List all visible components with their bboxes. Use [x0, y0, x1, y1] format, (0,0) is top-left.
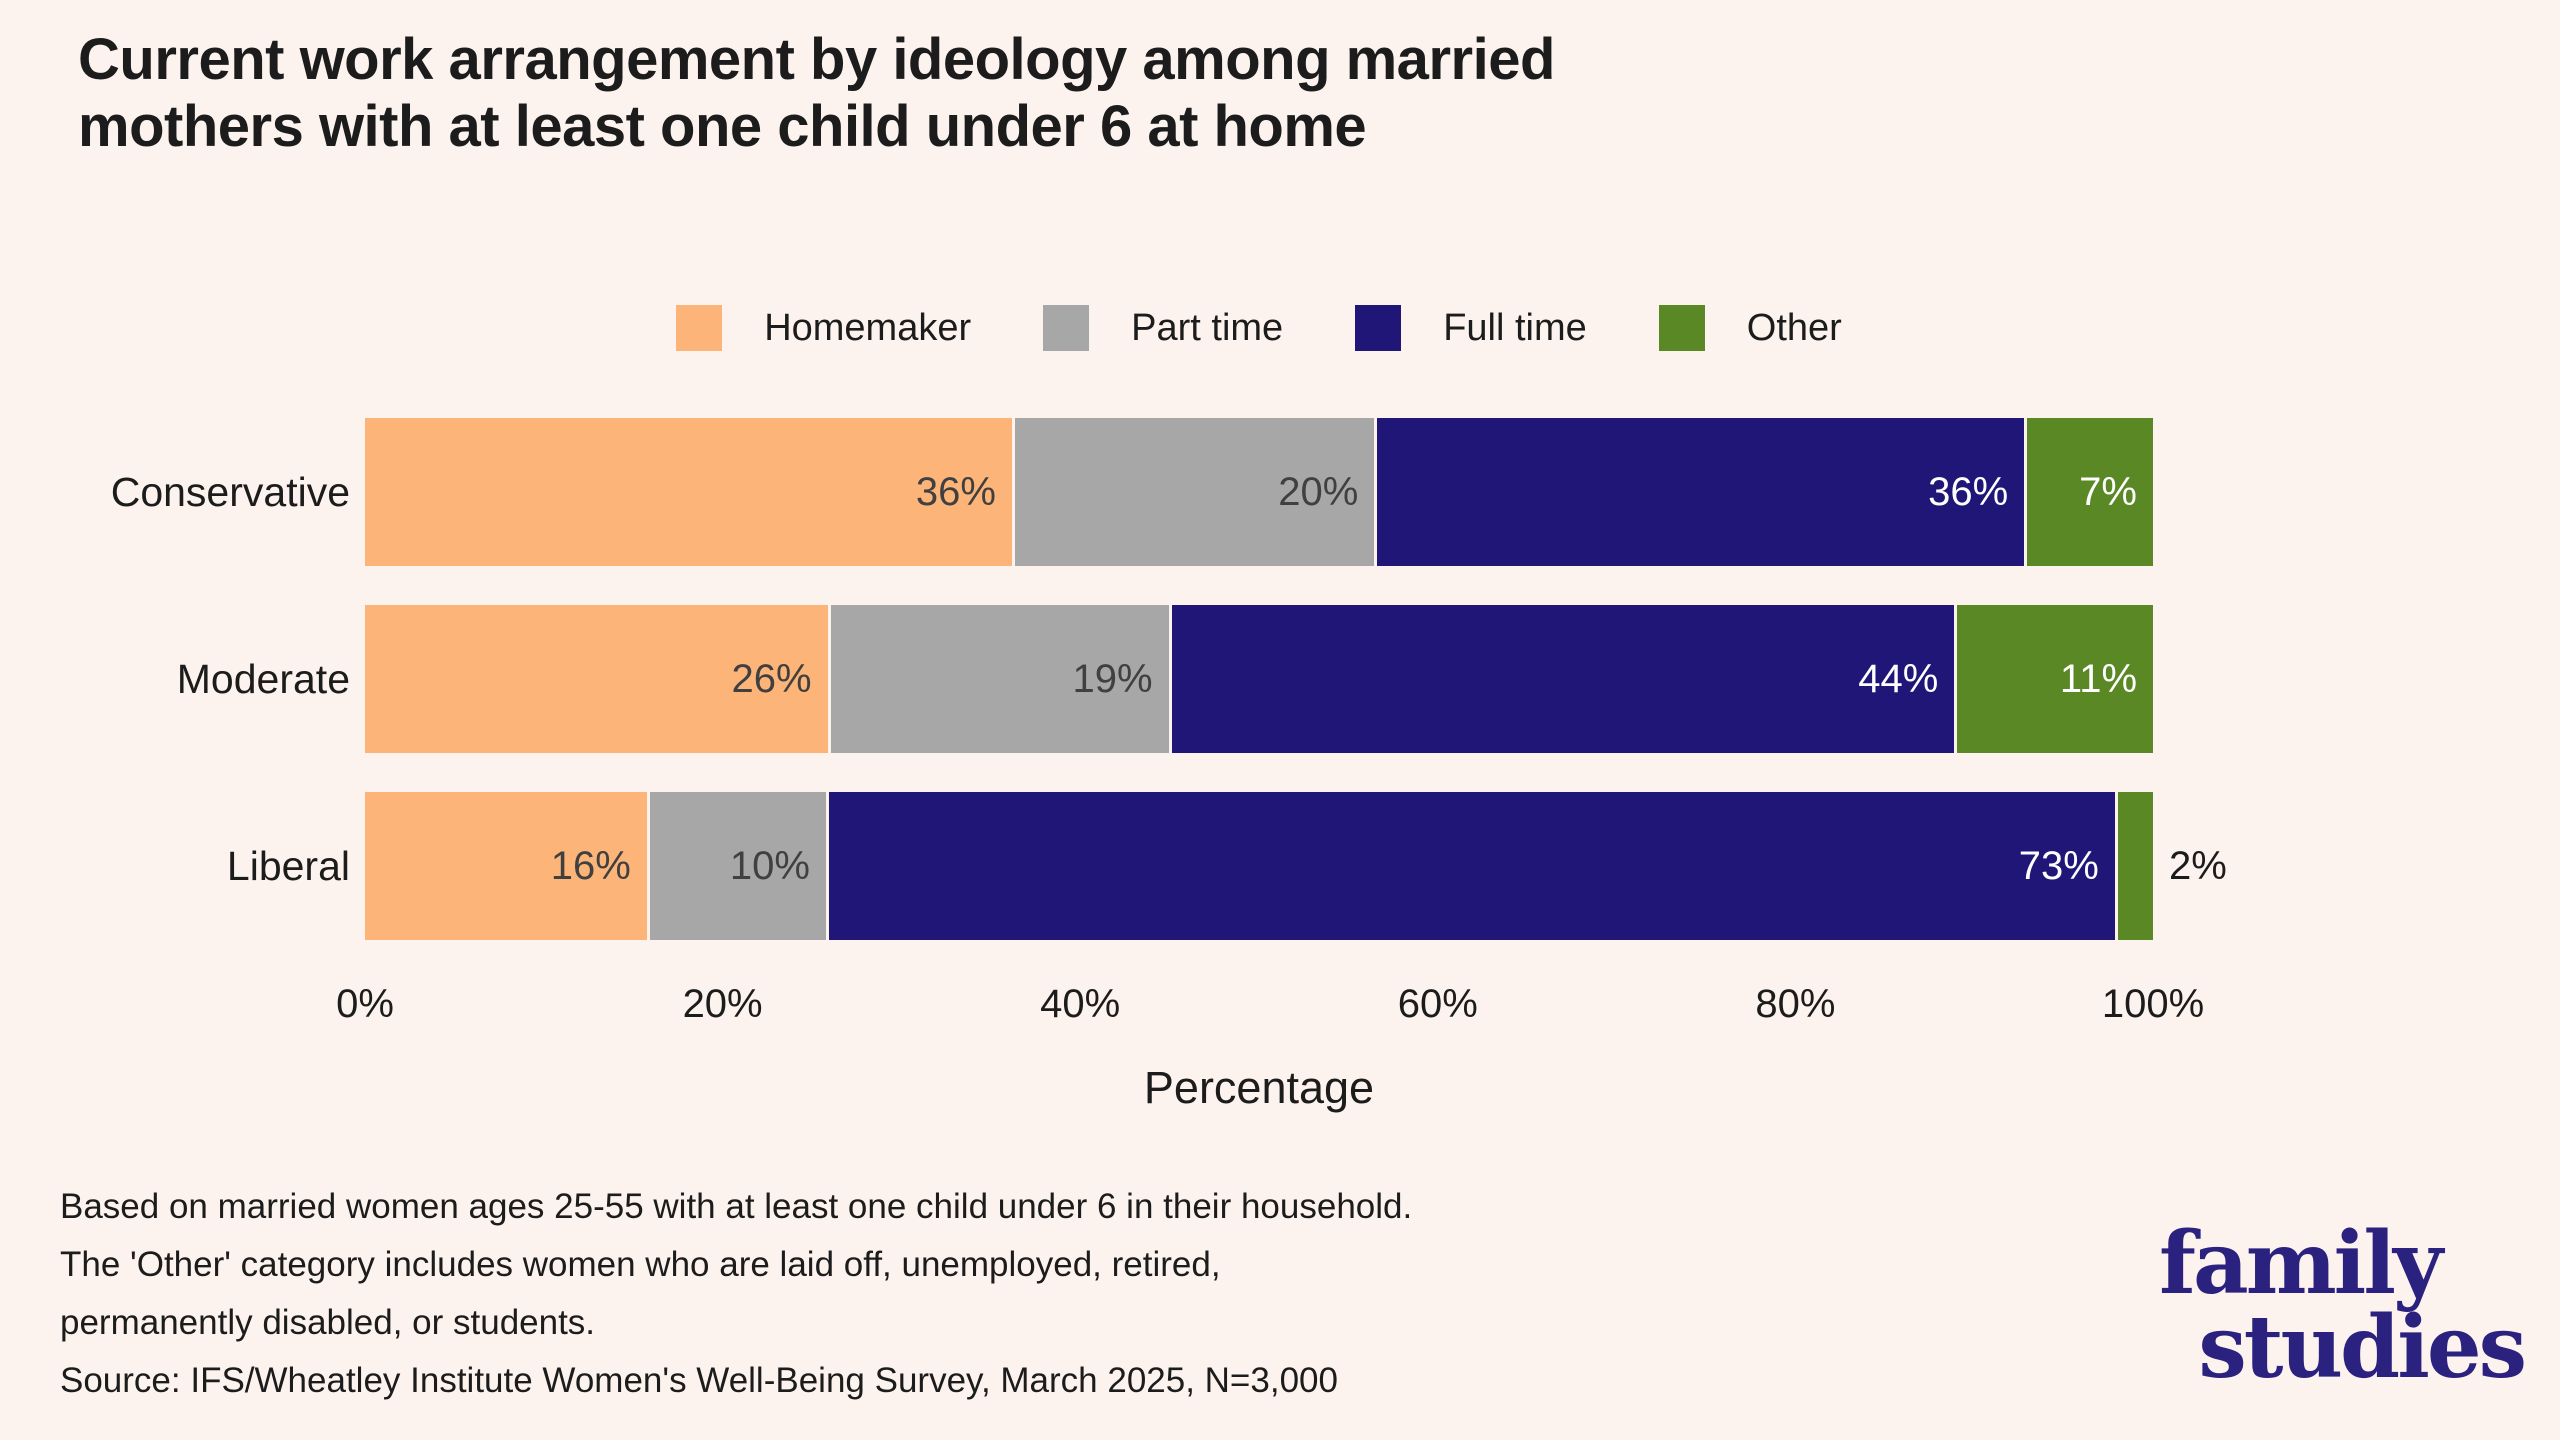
bar-segment-full-time: 44%	[1171, 605, 1955, 753]
bar-value-label: 36%	[915, 469, 996, 514]
legend-label-homemaker: Homemaker	[764, 306, 972, 349]
bar-segment-full-time: 73%	[828, 792, 2115, 940]
x-tick-100: 100%	[2101, 982, 2205, 1026]
bar-segment-part-time: 20%	[1014, 418, 1375, 566]
family-studies-logo: family studies	[2158, 1213, 2527, 1398]
bar-segment-homemaker: 36%	[365, 418, 1012, 566]
bar-track-liberal: 16% 10% 73% 2%	[365, 792, 2227, 940]
x-axis: 0% 20% 40% 60% 80% 100%	[336, 982, 2204, 1034]
bar-segment-full-time: 36%	[1377, 418, 2025, 566]
bar-segment-part-time: 19%	[830, 605, 1169, 753]
legend-swatch-full-time	[1355, 305, 1402, 351]
bar-value-label: 7%	[2079, 469, 2137, 514]
category-label-liberal: Liberal	[226, 842, 350, 889]
legend-swatch-homemaker	[676, 305, 723, 351]
legend-label-full-time: Full time	[1443, 306, 1587, 349]
bar-value-label: 20%	[1278, 469, 1359, 514]
x-tick-40: 40%	[1040, 982, 1121, 1026]
bar-segment-homemaker: 16%	[365, 792, 647, 940]
bar-value-label: 73%	[2018, 843, 2099, 888]
bar-value-label: 2%	[2169, 843, 2227, 888]
chart-title-line1: Current work arrangement by ideology amo…	[78, 27, 1555, 92]
bar-row-liberal: Liberal 16% 10% 73% 2%	[0, 792, 2560, 940]
bar-value-label: 44%	[1858, 656, 1939, 701]
logo-word-family: family	[2158, 1213, 2443, 1314]
legend-swatch-part-time	[1043, 305, 1090, 351]
legend-swatch-other	[1658, 305, 1705, 351]
category-label-conservative: Conservative	[110, 468, 350, 515]
bar-row-conservative: Conservative 36% 20% 36% 7%	[0, 418, 2560, 566]
bar-value-label: 10%	[729, 843, 810, 888]
bar-segment-part-time: 10%	[649, 792, 826, 940]
bar-value-label: 11%	[2059, 656, 2138, 701]
footnote-line-2: The 'Other' category includes women who …	[60, 1245, 1221, 1284]
legend-label-other: Other	[1746, 306, 1842, 349]
footnotes: Based on married women ages 25-55 with a…	[60, 1178, 1412, 1410]
bar-segment-other: 7%	[2027, 418, 2153, 566]
bar-segment-homemaker: 26%	[365, 605, 828, 753]
x-tick-60: 60%	[1397, 982, 1478, 1026]
footnote-line-1: Based on married women ages 25-55 with a…	[60, 1187, 1413, 1226]
source-line: Source: IFS/Wheatley Institute Women's W…	[60, 1361, 1338, 1400]
x-tick-80: 80%	[1755, 982, 1836, 1026]
bar-track-moderate: 26% 19% 44% 11%	[365, 605, 2154, 753]
legend: Homemaker Part time Full time Other	[365, 298, 2153, 358]
legend-item-homemaker: Homemaker	[676, 305, 971, 351]
bar-track-conservative: 36% 20% 36% 7%	[365, 418, 2153, 566]
bar-segment-other: 2%	[2117, 792, 2227, 940]
footnote-line-3: permanently disabled, or students.	[60, 1303, 596, 1342]
legend-item-part-time: Part time	[1043, 305, 1283, 351]
x-axis-label: Percentage	[1143, 1062, 1375, 1113]
bar-row-moderate: Moderate 26% 19% 44% 11%	[0, 605, 2560, 753]
bar-value-label: 19%	[1072, 656, 1153, 701]
legend-item-other: Other	[1658, 305, 1842, 351]
chart-title: Current work arrangement by ideology amo…	[78, 26, 1555, 160]
bar-value-label: 16%	[550, 843, 631, 888]
bar-value-label: 26%	[731, 656, 812, 701]
bar-value-label: 36%	[1928, 469, 2009, 514]
legend-item-full-time: Full time	[1355, 305, 1587, 351]
bar-segment-other: 11%	[1957, 605, 2154, 753]
chart-title-line2: mothers with at least one child under 6 …	[78, 94, 1367, 159]
x-tick-0: 0%	[336, 982, 394, 1026]
logo-word-studies: studies	[2198, 1297, 2527, 1398]
legend-label-part-time: Part time	[1131, 306, 1284, 349]
x-tick-20: 20%	[682, 982, 763, 1026]
category-label-moderate: Moderate	[176, 655, 350, 702]
